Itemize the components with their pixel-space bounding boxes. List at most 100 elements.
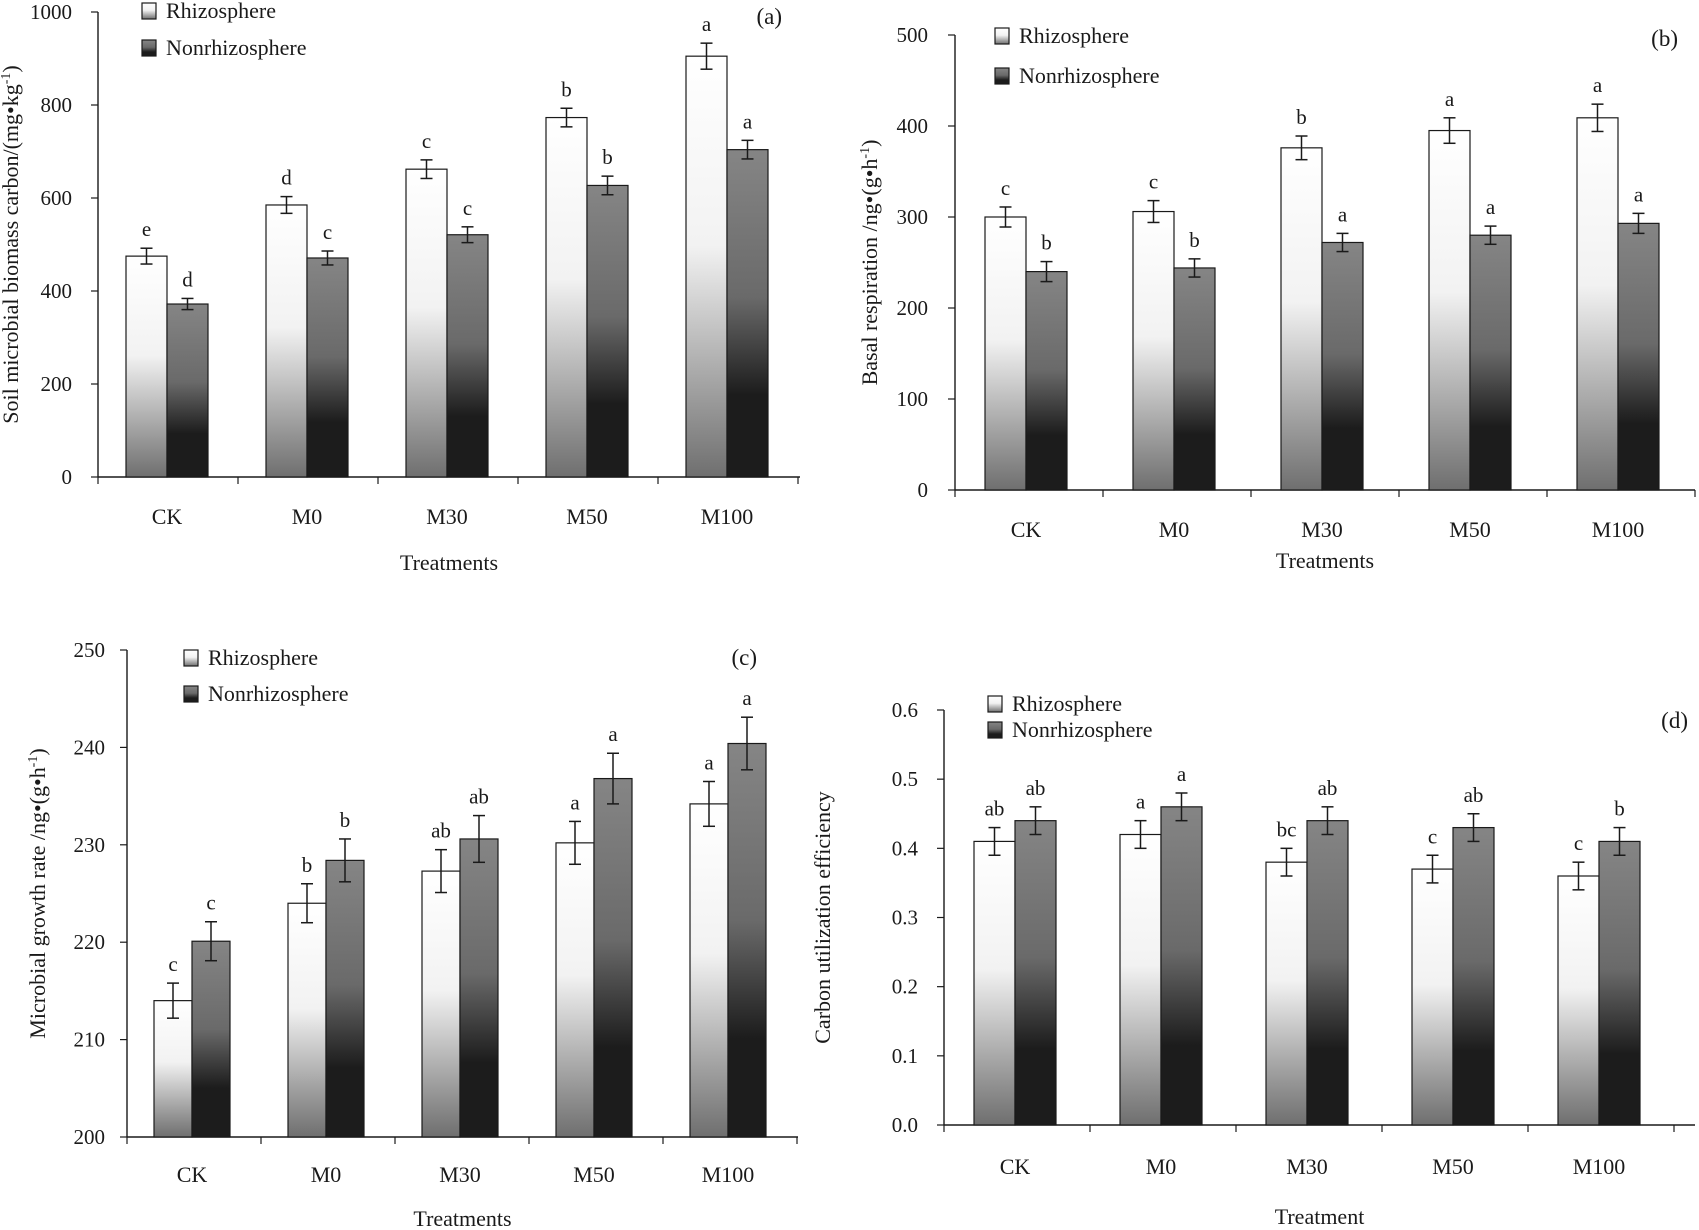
panel-b-bar-rhizosphere-m50: [1428, 129, 1471, 491]
panel-d-bar-rhizosphere-m0: [1119, 833, 1162, 1126]
panel-b-x-axis-title: Treatments: [1276, 548, 1374, 573]
panel-c-y-tick-label: 220: [74, 930, 106, 954]
panel-b-y-tick-label: 500: [897, 23, 929, 47]
panel-a-significance-letter: a: [702, 12, 712, 36]
panel-a-y-tick-label: 400: [41, 279, 73, 303]
panel-c-legend-swatch-nonrhizosphere: [183, 685, 199, 703]
panel-a-legend-label-nonrhizosphere: Nonrhizosphere: [166, 35, 307, 60]
panel-c-label: (c): [731, 645, 757, 670]
panel-a-bar-nonrhizosphere-m50: [586, 184, 629, 478]
panel-c-bar-rhizosphere-m50: [555, 842, 595, 1138]
panel-b-legend-swatch-nonrhizosphere: [994, 67, 1010, 85]
panel-c-y-tick-label: 250: [74, 638, 106, 662]
panel-c-legend-swatch-rhizosphere: [183, 649, 199, 667]
panel-b-legend-swatch-rhizosphere: [994, 27, 1010, 45]
panel-b-legend-label-nonrhizosphere: Nonrhizosphere: [1019, 63, 1160, 88]
panel-a-category-label: M0: [292, 504, 323, 529]
panel-c-bar-rhizosphere-m0: [287, 902, 327, 1138]
panel-d-legend-swatch-nonrhizosphere: [987, 721, 1003, 739]
panel-b-bar-rhizosphere-m0: [1132, 210, 1175, 491]
panel-b-category-label: M0: [1159, 517, 1190, 542]
panel-b-category-label: CK: [1011, 517, 1042, 542]
panel-a-bar-rhizosphere-m0: [265, 204, 308, 478]
panel-c-significance-letter: ab: [431, 819, 451, 843]
panel-a-bar-nonrhizosphere-m30: [446, 234, 489, 478]
panel-a-bar-rhizosphere-m50: [545, 116, 588, 478]
panel-a-significance-letter: d: [182, 267, 193, 291]
panel-c-category-label: M50: [573, 1162, 615, 1187]
panel-b-bar-nonrhizosphere-m0: [1173, 267, 1216, 491]
panel-b-significance-letter: b: [1296, 105, 1307, 129]
panel-a-category-label: M30: [426, 504, 468, 529]
panel-c-significance-letter: a: [570, 790, 580, 814]
panel-a-significance-letter: b: [602, 145, 613, 169]
panel-a-y-tick-label: 800: [41, 93, 73, 117]
panel-d-significance-letter: b: [1614, 797, 1625, 821]
panel-b-significance-letter: a: [1338, 202, 1348, 226]
panel-b-bar-nonrhizosphere-m50: [1469, 234, 1512, 491]
panel-c-bar-nonrhizosphere-m0: [325, 859, 365, 1138]
panel-b-significance-letter: a: [1593, 73, 1603, 97]
panel-c-category-label: M100: [702, 1162, 755, 1187]
panel-d-significance-letter: ab: [1464, 783, 1484, 807]
panel-d-category-label: M0: [1146, 1154, 1177, 1179]
panel-c-significance-letter: a: [704, 750, 714, 774]
panel-b-bar-rhizosphere-m100: [1576, 117, 1619, 491]
panel-b-y-axis-title: Basal respiration /ng•(g•h-1): [857, 140, 882, 386]
panel-d-bar-rhizosphere-m100: [1557, 875, 1600, 1126]
panel-c-bar-nonrhizosphere-ck: [191, 940, 231, 1138]
panel-c-y-tick-label: 240: [74, 735, 106, 759]
panel-d-significance-letter: c: [1574, 831, 1583, 855]
panel-b-significance-letter: c: [1149, 170, 1158, 194]
panel-a-legend-swatch-rhizosphere: [141, 2, 157, 20]
panel-d-bar-nonrhizosphere-m0: [1160, 806, 1203, 1126]
panel-b-label: (b): [1651, 26, 1678, 51]
panel-a-significance-letter: b: [561, 77, 572, 101]
panel-c-bar-rhizosphere-m30: [421, 870, 461, 1138]
panel-d-bar-nonrhizosphere-m30: [1306, 820, 1349, 1126]
panel-a-bar-nonrhizosphere-m100: [726, 149, 769, 478]
panel-d-category-label: M30: [1286, 1154, 1328, 1179]
panel-d-bar-rhizosphere-ck: [973, 840, 1016, 1126]
panel-a-category-label: M100: [701, 504, 754, 529]
panel-d-bar-nonrhizosphere-ck: [1014, 820, 1057, 1126]
panel-d-significance-letter: a: [1136, 790, 1146, 814]
panel-a-label: (a): [756, 4, 782, 29]
panel-d-significance-letter: ab: [985, 797, 1005, 821]
panel-a-y-axis-title: Soil microbial biomass carbon/(mg•kg-1): [0, 65, 23, 424]
panel-b-bar-rhizosphere-ck: [984, 216, 1027, 491]
panel-d-significance-letter: bc: [1277, 817, 1297, 841]
panel-c-y-axis-title: Microbial growth rate /ng•(g•h-1): [25, 748, 50, 1038]
panel-b-bar-nonrhizosphere-m100: [1617, 222, 1660, 491]
panel-c-significance-letter: b: [340, 808, 351, 832]
panel-b-significance-letter: a: [1445, 87, 1455, 111]
panel-c-significance-letter: ab: [469, 785, 489, 809]
panel-c-significance-letter: a: [742, 686, 752, 710]
panel-c-bar-rhizosphere-m100: [689, 803, 729, 1138]
panel-d-legend-swatch-rhizosphere: [987, 695, 1003, 713]
panel-d-category-label: M50: [1432, 1154, 1474, 1179]
panel-d-significance-letter: ab: [1318, 776, 1338, 800]
panel-d-significance-letter: c: [1428, 824, 1437, 848]
panel-b-y-tick-label: 100: [897, 387, 929, 411]
panel-c-significance-letter: a: [608, 722, 618, 746]
panel-c-y-tick-label: 200: [74, 1125, 106, 1149]
panel-a-significance-letter: d: [281, 166, 292, 190]
panel-c-legend-label-rhizosphere: Rhizosphere: [208, 645, 318, 670]
panel-d-bar-rhizosphere-m50: [1411, 868, 1454, 1126]
panel-a-legend-swatch-nonrhizosphere: [141, 39, 157, 57]
panel-b-y-tick-label: 400: [897, 114, 929, 138]
panel-d-bar-nonrhizosphere-m50: [1452, 826, 1495, 1126]
panel-b-significance-letter: c: [1001, 176, 1010, 200]
panel-a-category-label: M50: [566, 504, 608, 529]
panel-a-x-axis-title: Treatments: [400, 550, 498, 575]
panel-b-category-label: M100: [1592, 517, 1645, 542]
panel-a-significance-letter: a: [743, 109, 753, 133]
panel-d-y-tick-label: 0.1: [892, 1044, 918, 1068]
panel-d-y-tick-label: 0.0: [892, 1113, 918, 1137]
panel-a-y-tick-label: 600: [41, 186, 73, 210]
panel-d-x-axis-title: Treatment: [1275, 1204, 1365, 1229]
panel-b-significance-letter: a: [1634, 182, 1644, 206]
panel-a-significance-letter: c: [422, 129, 431, 153]
